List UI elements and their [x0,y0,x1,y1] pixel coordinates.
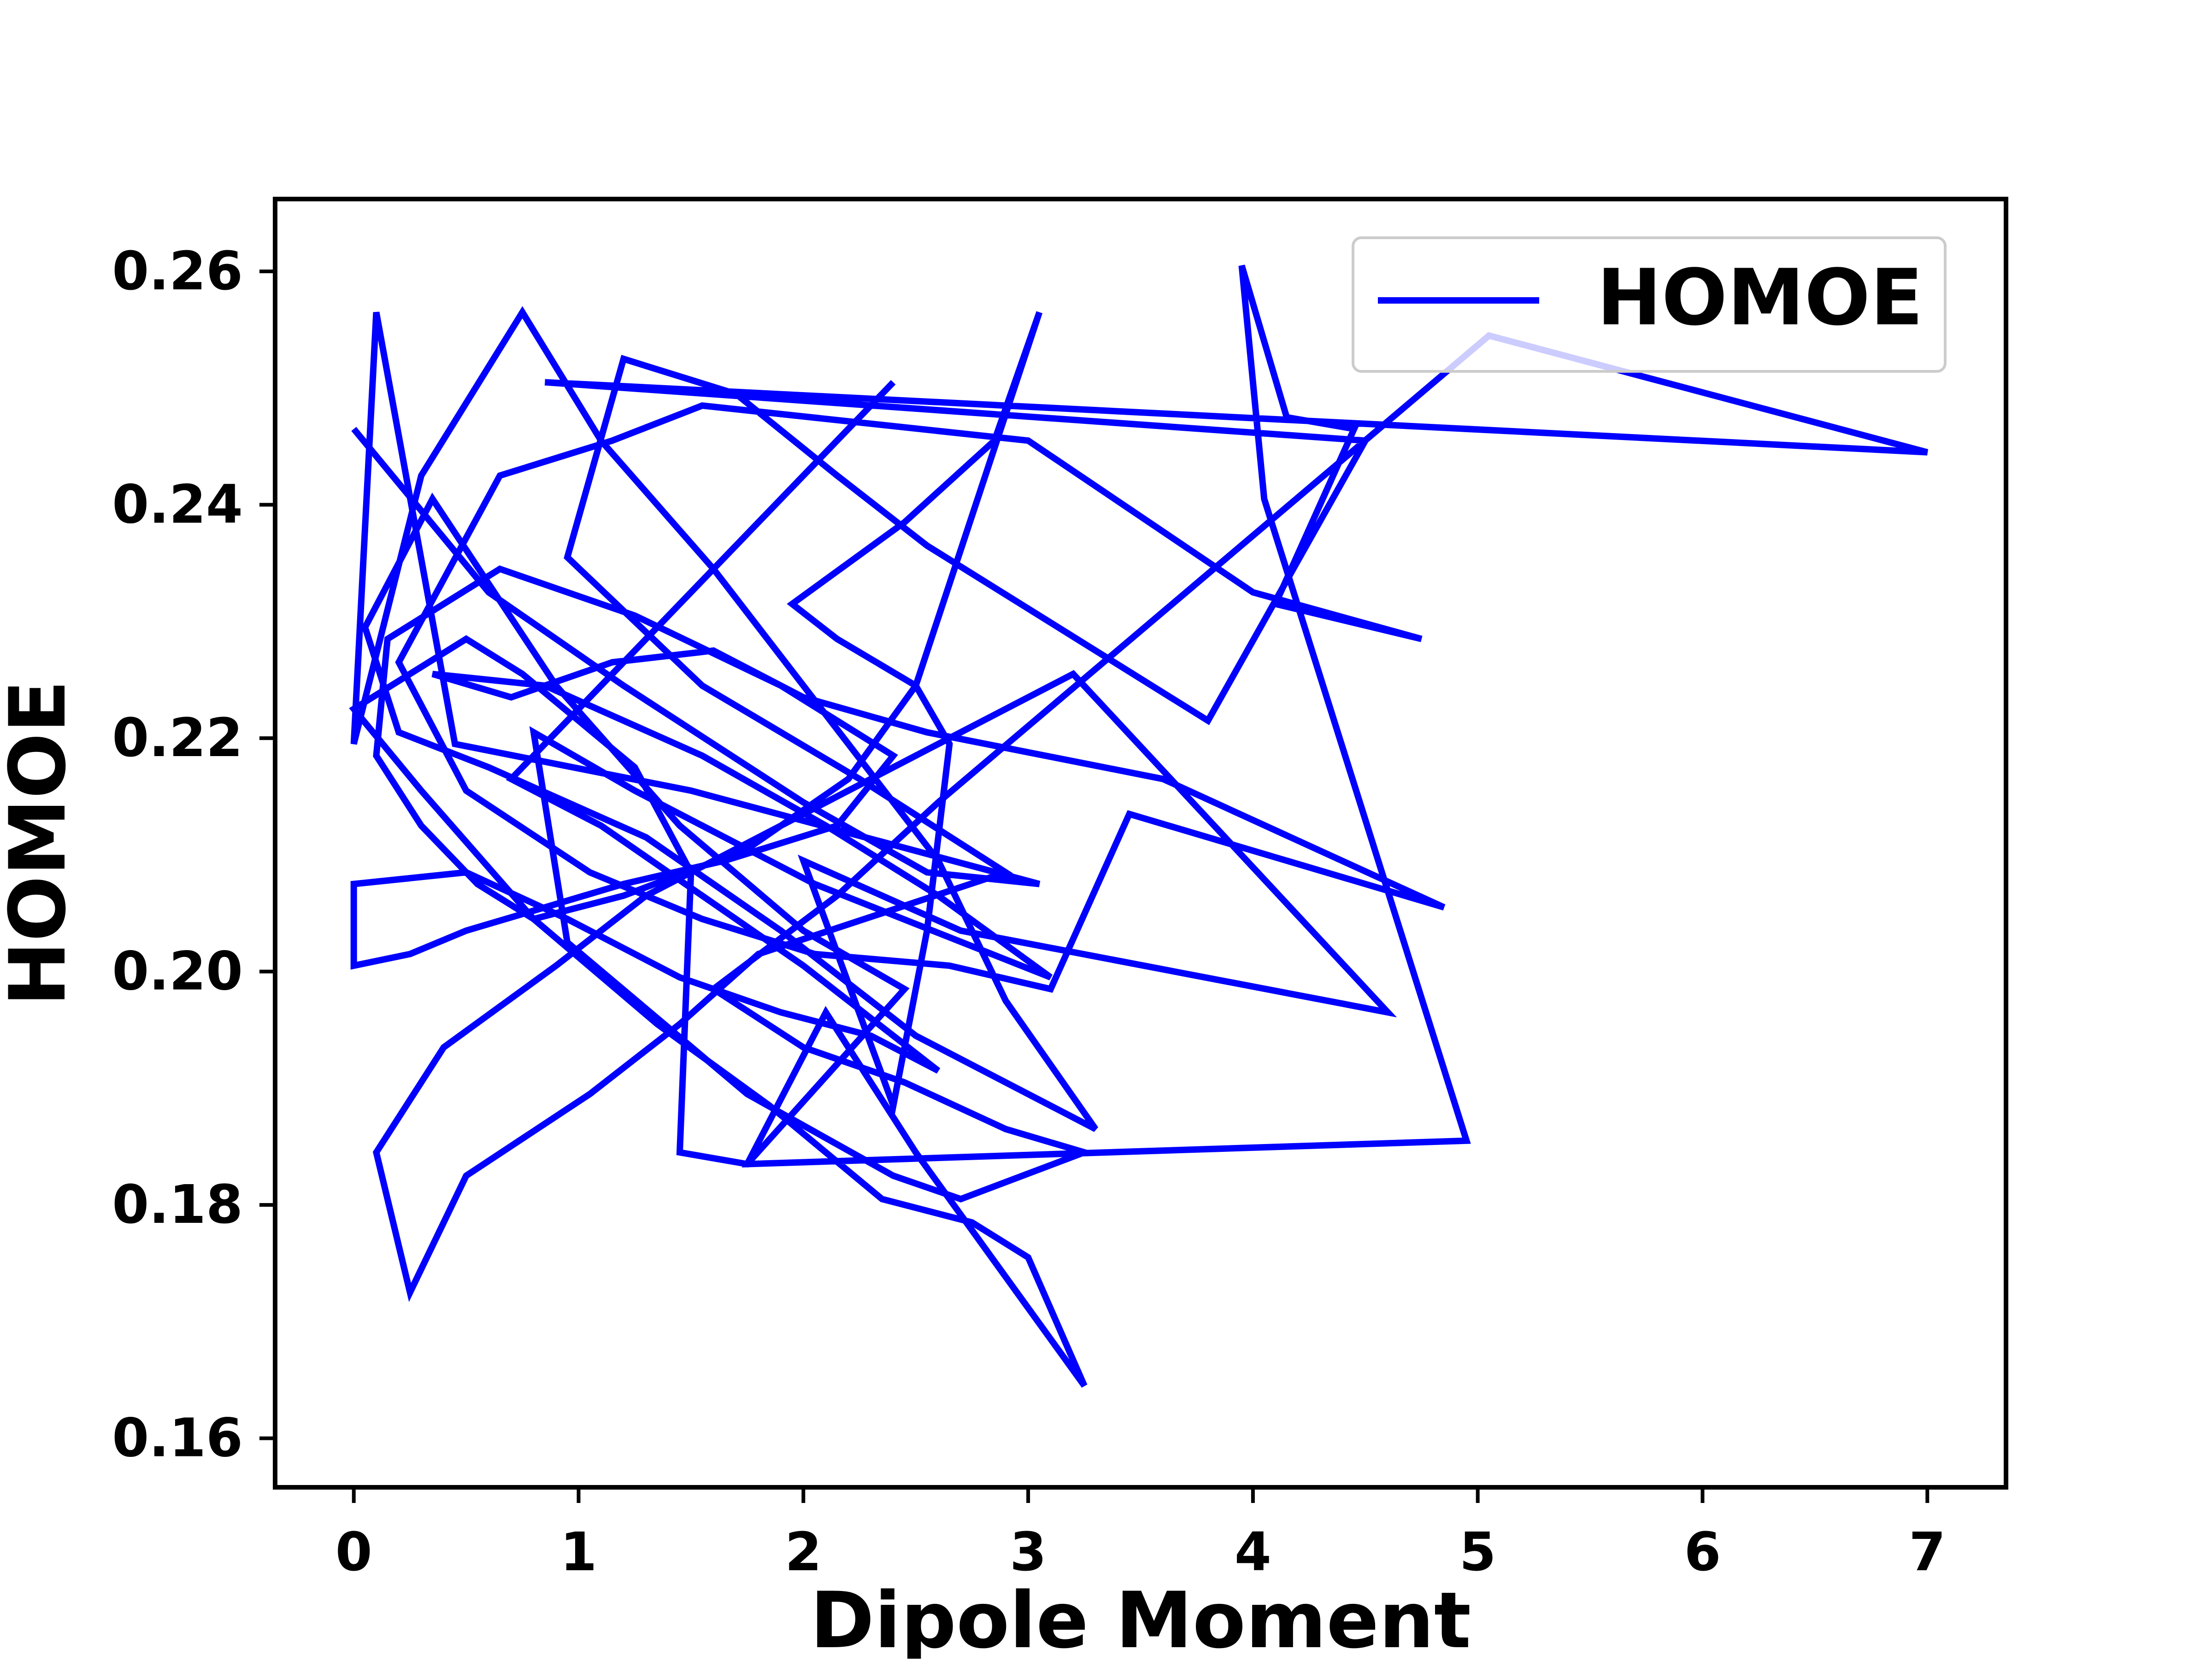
x-tick-label: 0 [335,1521,372,1583]
legend-box [1352,236,1947,373]
y-tick-label: 0.18 [112,1174,243,1236]
y-tick-label: 0.16 [112,1408,243,1469]
y-tick-label: 0.20 [112,941,243,1003]
x-tick-label: 6 [1684,1521,1721,1583]
y-tick-label: 0.22 [112,707,243,769]
x-tick-label: 5 [1459,1521,1496,1583]
series-layer [349,264,1929,1388]
y-tick-label: 0.26 [112,241,243,302]
x-tick-label: 4 [1235,1521,1271,1583]
plot-frame [273,197,2008,1490]
x-tick-label: 3 [1010,1521,1047,1583]
x-tick-label: 1 [560,1521,597,1583]
ticks-layer: 0 1 2 3 4 5 6 7 0.16 0.18 0.20 0.22 0.24 0.26 [112,241,1946,1583]
x-tick-label: 7 [1909,1521,1946,1583]
legend-label-homoe: HOMOE [1597,252,1923,343]
legend: HOMOE [1352,236,1947,373]
y-axis-title: HOMOE [0,680,83,1006]
x-axis-title: Dipole Moment [810,1575,1471,1659]
y-tick-label: 0.24 [112,474,243,536]
x-tick-label: 2 [785,1521,822,1583]
series-line-homoe [349,264,1929,1388]
